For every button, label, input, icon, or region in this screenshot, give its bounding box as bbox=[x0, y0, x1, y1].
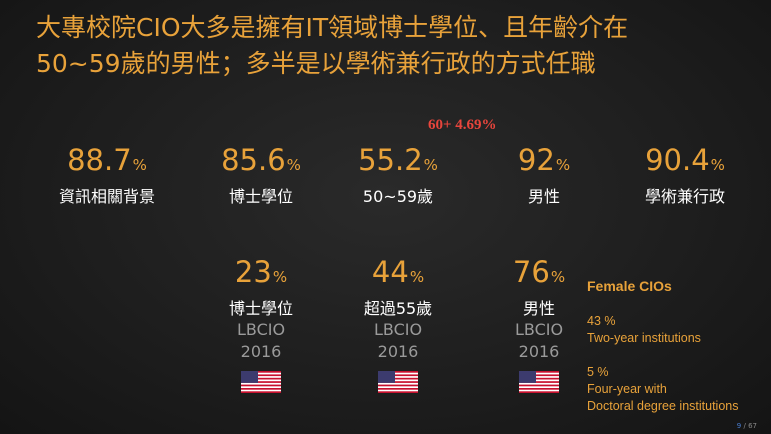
page-separator: / bbox=[741, 422, 749, 430]
stat-label: 資訊相關背景 bbox=[58, 187, 155, 206]
stat-source: LBCIO bbox=[514, 320, 564, 339]
note-text-line-1: Four-year with bbox=[587, 382, 667, 396]
female-note-four-year: 5 % Four-year with Doctoral degree insti… bbox=[587, 364, 738, 415]
stat-label: 博士學位 bbox=[228, 299, 293, 318]
note-percent: 5 % bbox=[587, 365, 609, 379]
slide-title: 大專校院CIO大多是擁有IT領域博士學位、且年齡介在 50~59歲的男性；多半是… bbox=[36, 10, 756, 82]
stat-label: 學術兼行政 bbox=[644, 187, 725, 206]
stat-source: LBCIO bbox=[373, 320, 423, 339]
stat-value: 23% bbox=[234, 255, 288, 289]
stat-age-50-59: 55.2% 50~59歲 bbox=[333, 143, 463, 207]
stat-academic-admin: 90.4% 學術兼行政 bbox=[620, 143, 750, 207]
lbcio-stat-doctorate: 23% 博士學位 LBCIO 2016 bbox=[196, 255, 326, 393]
page-total: 67 bbox=[748, 422, 757, 430]
title-line-2: 50~59歲的男性；多半是以學術兼行政的方式任職 bbox=[36, 49, 596, 78]
female-note-two-year: 43 % Two-year institutions bbox=[587, 313, 701, 347]
stat-source: LBCIO bbox=[236, 320, 286, 339]
stat-value: 55.2% bbox=[358, 143, 438, 177]
stat-year: 2016 bbox=[377, 342, 419, 361]
female-cios-title: Female CIOs bbox=[587, 278, 672, 294]
age-60-plus-highlight: 60+ 4.69% bbox=[428, 117, 497, 133]
stat-value: 85.6% bbox=[221, 143, 301, 177]
title-line-1: 大專校院CIO大多是擁有IT領域博士學位、且年齡介在 bbox=[36, 13, 629, 42]
lbcio-stat-over-55: 44% 超過55歲 LBCIO 2016 bbox=[333, 255, 463, 393]
stat-label: 男性 bbox=[522, 299, 555, 318]
us-flag-icon bbox=[378, 371, 418, 393]
note-percent: 43 % bbox=[587, 314, 616, 328]
stat-value: 76% bbox=[512, 255, 566, 289]
stat-label: 男性 bbox=[527, 187, 560, 206]
stat-value: 44% bbox=[371, 255, 425, 289]
stat-label: 超過55歲 bbox=[363, 299, 433, 318]
stat-doctorate: 85.6% 博士學位 bbox=[196, 143, 326, 207]
page-current: 9 bbox=[736, 422, 742, 430]
stat-label: 50~59歲 bbox=[362, 187, 434, 206]
lbcio-stat-male: 76% 男性 LBCIO 2016 bbox=[474, 255, 604, 393]
stat-male: 92% 男性 bbox=[479, 143, 609, 207]
stat-year: 2016 bbox=[240, 342, 282, 361]
page-number: 9 / 67 bbox=[737, 422, 757, 430]
stat-label: 博士學位 bbox=[228, 187, 293, 206]
stat-it-background: 88.7% 資訊相關背景 bbox=[42, 143, 172, 207]
stat-value: 92% bbox=[517, 143, 571, 177]
note-text: Two-year institutions bbox=[587, 331, 701, 345]
stat-year: 2016 bbox=[518, 342, 560, 361]
us-flag-icon bbox=[519, 371, 559, 393]
stat-value: 88.7% bbox=[67, 143, 147, 177]
stat-value: 90.4% bbox=[645, 143, 725, 177]
us-flag-icon bbox=[241, 371, 281, 393]
note-text-line-2: Doctoral degree institutions bbox=[587, 399, 739, 413]
